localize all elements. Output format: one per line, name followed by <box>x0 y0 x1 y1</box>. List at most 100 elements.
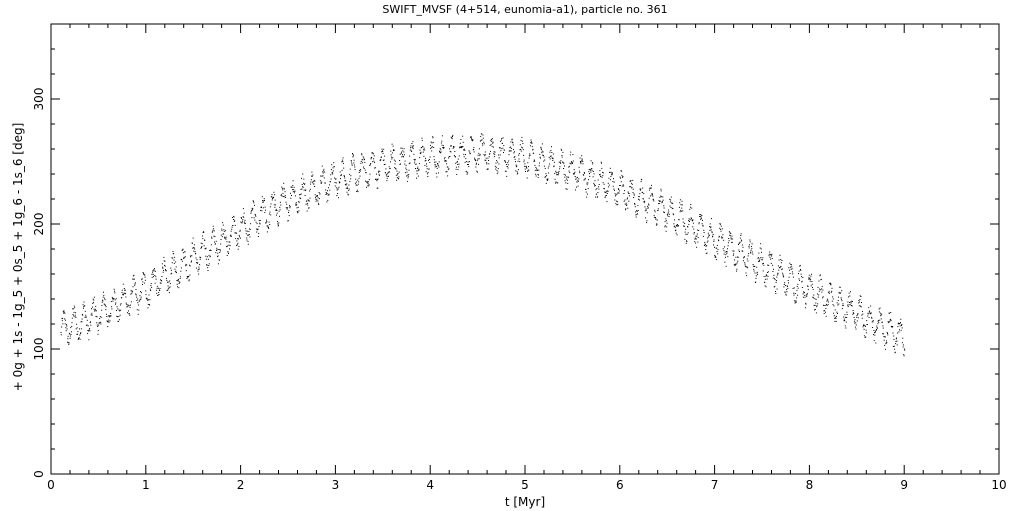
data-point <box>636 210 638 212</box>
data-point <box>442 147 444 149</box>
data-point <box>331 164 333 166</box>
data-point <box>607 190 609 192</box>
data-point <box>523 161 525 163</box>
data-point <box>887 332 888 334</box>
data-point <box>202 238 204 240</box>
data-point <box>767 275 769 277</box>
data-point <box>159 288 161 289</box>
data-point <box>401 156 403 158</box>
data-point <box>699 214 701 215</box>
data-point <box>821 291 823 293</box>
data-point <box>276 212 278 214</box>
data-point <box>98 322 100 324</box>
data-point <box>176 283 178 285</box>
data-point <box>829 282 831 284</box>
data-point <box>854 319 856 321</box>
data-point <box>278 210 280 212</box>
data-point <box>519 161 521 163</box>
data-point <box>869 312 871 314</box>
data-point <box>225 238 227 240</box>
data-point <box>691 207 693 209</box>
data-point <box>115 303 116 305</box>
data-point <box>863 335 865 337</box>
data-point <box>900 329 902 331</box>
data-point <box>132 278 134 280</box>
data-point <box>745 272 747 274</box>
data-point <box>551 152 553 153</box>
data-point <box>553 161 555 163</box>
data-point <box>700 214 702 216</box>
data-point <box>359 170 361 172</box>
data-point <box>351 161 352 163</box>
data-point <box>570 163 572 165</box>
data-point <box>645 208 647 210</box>
data-point <box>623 200 625 202</box>
data-point <box>276 210 278 211</box>
data-point <box>64 323 66 325</box>
data-point <box>381 148 383 150</box>
data-point <box>429 156 431 158</box>
data-point <box>268 213 270 215</box>
data-point <box>693 228 695 230</box>
data-point <box>776 288 778 290</box>
data-point <box>793 292 795 294</box>
data-point <box>553 165 555 167</box>
data-point <box>125 293 127 295</box>
data-point <box>763 262 764 264</box>
data-point <box>126 306 128 308</box>
data-point <box>682 221 684 223</box>
data-point <box>664 226 666 228</box>
data-point <box>625 209 626 211</box>
data-point <box>762 263 763 265</box>
data-point <box>746 275 748 277</box>
data-point <box>562 161 564 163</box>
data-point <box>647 207 649 209</box>
data-point <box>825 311 826 313</box>
data-point <box>217 256 218 258</box>
data-point <box>92 303 94 304</box>
data-point <box>897 332 899 334</box>
data-point <box>507 164 509 166</box>
data-point <box>574 172 575 174</box>
data-point <box>117 316 118 318</box>
data-point <box>899 325 901 327</box>
data-point <box>165 270 167 272</box>
data-point <box>240 237 241 239</box>
data-point <box>404 160 406 162</box>
data-point <box>87 330 89 331</box>
data-point <box>500 150 502 152</box>
data-point <box>149 299 151 301</box>
data-point <box>376 187 378 189</box>
data-point <box>323 177 325 179</box>
data-point <box>706 252 708 254</box>
data-point <box>428 159 429 161</box>
data-point <box>838 292 840 294</box>
data-point <box>764 285 766 287</box>
data-point <box>788 267 790 269</box>
data-point <box>780 262 782 264</box>
data-point <box>322 175 324 177</box>
data-point <box>409 155 411 157</box>
data-point <box>328 193 330 195</box>
data-point <box>199 256 201 258</box>
data-point <box>711 231 713 233</box>
data-point <box>653 214 655 216</box>
data-point <box>640 188 642 190</box>
data-point <box>83 306 85 308</box>
data-point <box>580 163 582 165</box>
data-point <box>586 184 588 186</box>
data-point <box>454 155 456 157</box>
data-point <box>837 300 839 301</box>
data-point <box>555 170 557 172</box>
data-point <box>852 310 854 311</box>
data-point <box>93 296 95 298</box>
data-point <box>253 217 255 219</box>
data-point <box>749 241 751 243</box>
data-point <box>674 227 676 229</box>
data-point <box>309 190 311 192</box>
data-point <box>382 151 384 152</box>
data-point <box>456 161 458 162</box>
data-point <box>284 191 286 193</box>
data-point <box>326 193 328 195</box>
data-point <box>467 172 469 174</box>
